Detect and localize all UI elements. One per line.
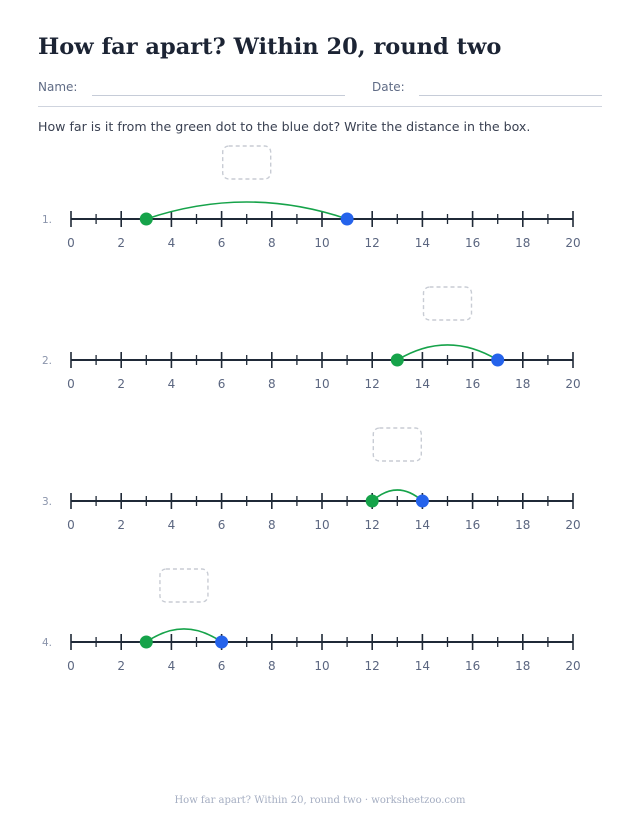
tick-label: 18 xyxy=(515,659,530,673)
tick-label: 12 xyxy=(365,659,380,673)
tick-label: 2 xyxy=(117,236,125,250)
tick-label: 18 xyxy=(515,236,530,250)
tick-label: 4 xyxy=(168,236,176,250)
problem-number: 3. xyxy=(42,496,52,508)
tick-label: 20 xyxy=(565,659,580,673)
tick-label: 8 xyxy=(268,236,276,250)
tick-label: 0 xyxy=(67,659,75,673)
distance-arc xyxy=(146,201,348,220)
tick-label: 6 xyxy=(218,377,226,391)
distance-arc xyxy=(396,344,499,361)
number-line-problems: 1.0 2 4 6 8 10 12 14 16 18 202.0 2 4 6 8 10 12 14 16 18 203.… xyxy=(42,145,581,673)
instructions: How far is it from the green dot to the … xyxy=(38,119,531,134)
answer-box[interactable] xyxy=(159,568,209,603)
answer-box[interactable] xyxy=(221,145,272,180)
problem-3: 3. 0 2 4 6 8 10 12 14 16 18 20 xyxy=(42,427,581,532)
tick-label: 2 xyxy=(117,377,125,391)
problem-4: 4. 0 2 4 6 8 10 12 14 16 18 20 xyxy=(42,568,581,673)
green-start-dot xyxy=(139,635,153,649)
tick-label: 10 xyxy=(314,518,329,532)
tick-label: 0 xyxy=(67,518,75,532)
tick-label: 6 xyxy=(218,518,226,532)
tick-label: 16 xyxy=(465,659,480,673)
tick-label: 20 xyxy=(565,518,580,532)
tick-label: 6 xyxy=(218,236,226,250)
tick-label: 10 xyxy=(314,236,329,250)
answer-box[interactable] xyxy=(422,286,473,321)
tick-label: 12 xyxy=(365,518,380,532)
tick-label: 2 xyxy=(117,659,125,673)
footer: How far apart? Within 20, round two · wo… xyxy=(174,795,466,806)
distance-arc xyxy=(145,628,223,643)
tick-label: 20 xyxy=(565,377,580,391)
tick-label: 6 xyxy=(218,659,226,673)
green-start-dot xyxy=(139,212,153,226)
tick-label: 16 xyxy=(465,236,480,250)
tick-label: 12 xyxy=(365,377,380,391)
answer-box[interactable] xyxy=(372,427,422,462)
tick-label: 10 xyxy=(314,659,329,673)
problem-number: 2. xyxy=(42,355,52,367)
tick-label: 14 xyxy=(415,377,430,391)
problem-1: 1. 0 2 4 6 8 10 12 14 16 18 20 xyxy=(42,145,581,250)
green-start-dot xyxy=(365,494,379,508)
date-field[interactable] xyxy=(419,95,602,96)
tick-label: 16 xyxy=(465,377,480,391)
blue-end-dot xyxy=(491,353,505,367)
tick-label: 8 xyxy=(268,377,276,391)
tick-label: 18 xyxy=(515,518,530,532)
tick-label: 4 xyxy=(168,518,176,532)
blue-end-dot xyxy=(340,212,354,226)
blue-end-dot xyxy=(215,635,229,649)
tick-label: 4 xyxy=(168,659,176,673)
tick-label: 2 xyxy=(117,518,125,532)
tick-label: 12 xyxy=(365,236,380,250)
header-divider xyxy=(38,106,602,107)
tick-label: 14 xyxy=(415,659,430,673)
tick-label: 8 xyxy=(268,659,276,673)
green-start-dot xyxy=(390,353,404,367)
name-field[interactable] xyxy=(92,95,345,96)
tick-label: 8 xyxy=(268,518,276,532)
blue-end-dot xyxy=(415,494,429,508)
tick-label: 10 xyxy=(314,377,329,391)
tick-label: 14 xyxy=(415,518,430,532)
tick-label: 18 xyxy=(515,377,530,391)
name-label: Name: xyxy=(38,80,78,94)
problem-number: 4. xyxy=(42,637,52,649)
tick-label: 20 xyxy=(565,236,580,250)
tick-label: 4 xyxy=(168,377,176,391)
problem-number: 1. xyxy=(42,214,52,226)
tick-label: 14 xyxy=(415,236,430,250)
tick-label: 16 xyxy=(465,518,480,532)
worksheet-title: How far apart? Within 20, round two xyxy=(38,34,502,60)
tick-label: 0 xyxy=(67,377,75,391)
date-label: Date: xyxy=(372,80,405,94)
problem-2: 2. 0 2 4 6 8 10 12 14 16 18 20 xyxy=(42,286,581,391)
tick-label: 0 xyxy=(67,236,75,250)
